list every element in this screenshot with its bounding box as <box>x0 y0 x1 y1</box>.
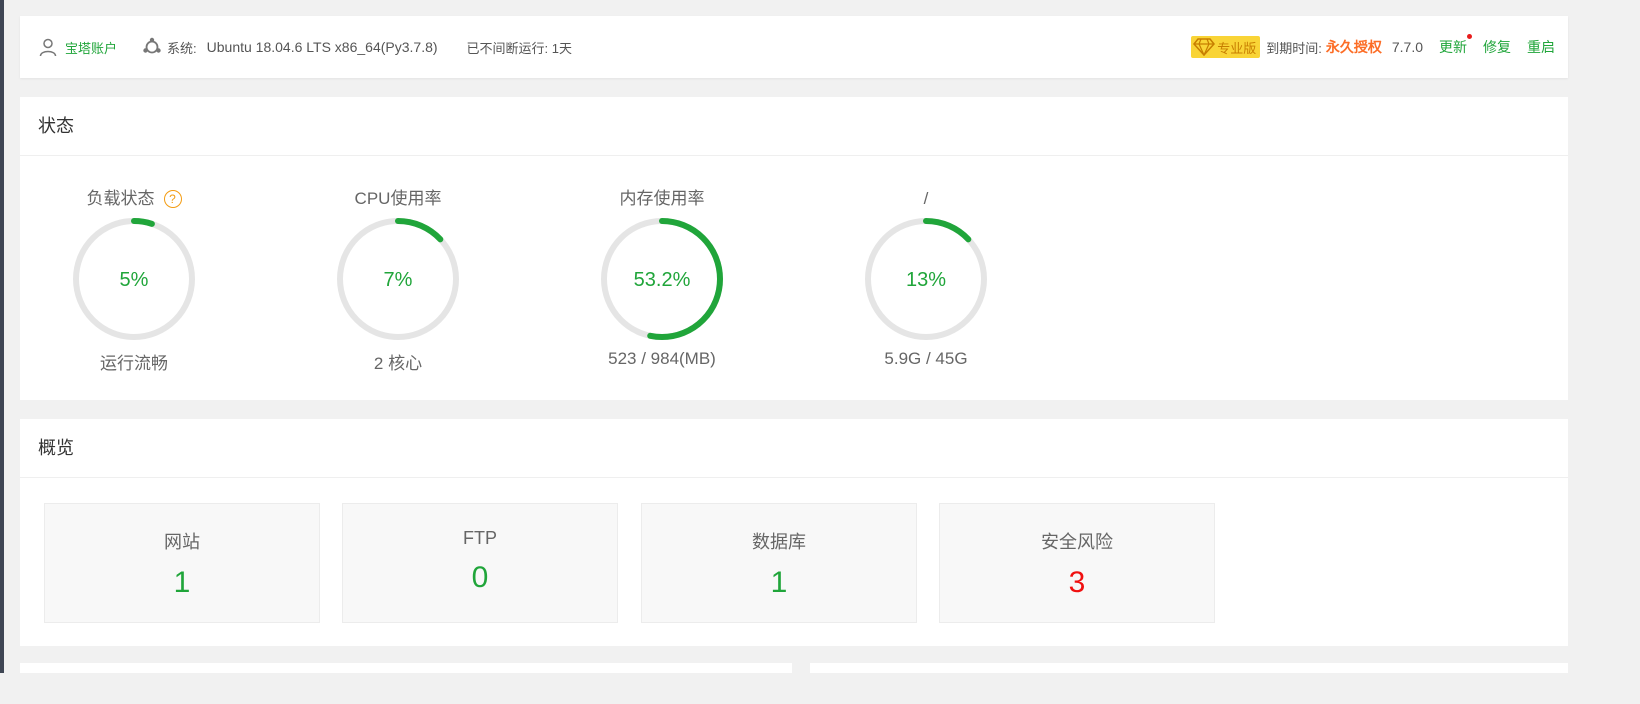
overview-title: 概览 <box>20 419 1568 478</box>
version-number: 7.7.0 <box>1391 39 1423 55</box>
card-label: FTP <box>463 528 497 548</box>
gauge-sub: 5.9G / 45G <box>884 349 968 368</box>
gauge-value: 5% <box>120 269 149 291</box>
bottom-panel-left <box>20 663 792 673</box>
gauge-sub: 2 核心 <box>373 354 423 373</box>
left-edge-bar <box>0 0 4 673</box>
overview-card-databases[interactable]: 数据库 1 <box>641 503 917 623</box>
expire-value: 永久授权 <box>1325 39 1382 55</box>
overview-card-ftp[interactable]: FTP 0 <box>342 503 618 623</box>
system-value: Ubuntu 18.04.6 LTS x86_64(Py3.7.8) <box>206 39 438 55</box>
gauge-arc <box>337 218 459 340</box>
gauge-sub: 运行流畅 <box>100 354 168 373</box>
account-link[interactable]: 宝塔账户 <box>65 40 118 56</box>
gauge-value: 53.2% <box>634 269 691 291</box>
gauge-arc <box>865 218 987 340</box>
gauge-value: 13% <box>906 269 946 291</box>
gauge-ring: 5% <box>73 218 195 340</box>
pro-badge-label: 专业版 <box>1217 40 1257 56</box>
card-value[interactable]: 0 <box>471 561 489 594</box>
bottom-panel-right <box>810 663 1568 673</box>
uptime-text: 已不间断运行: 1天 <box>466 40 572 56</box>
gauge-value: 7% <box>384 269 413 291</box>
gauge-ring: 53.2% <box>601 218 723 340</box>
card-label: 网站 <box>164 532 200 552</box>
card-value[interactable]: 1 <box>770 566 788 599</box>
overview-card-security-risk[interactable]: 安全风险 3 <box>939 503 1215 623</box>
card-value[interactable]: 1 <box>173 566 191 599</box>
expire-label: 到期时间: <box>1266 40 1322 56</box>
diamond-icon <box>1193 38 1216 56</box>
repair-link[interactable]: 修复 <box>1483 39 1511 55</box>
system-label: 系统: <box>167 40 197 56</box>
gauge-title: 负载状态 <box>86 189 155 208</box>
top-info-bar: 宝塔账户 系统: Ubuntu 18.04.6 LTS x86_64(Py3.7… <box>20 16 1568 78</box>
card-value[interactable]: 3 <box>1068 566 1086 599</box>
gauge-disk[interactable]: / 13% 5.9G / 45G <box>836 187 1016 369</box>
gauge-title: / <box>923 189 929 208</box>
overview-card-websites[interactable]: 网站 1 <box>44 503 320 623</box>
gauge-arc <box>601 218 723 340</box>
ubuntu-icon <box>141 36 163 58</box>
gauge-arc <box>73 218 195 340</box>
card-label: 数据库 <box>752 532 806 552</box>
gauge-load[interactable]: 负载状态? 5% 运行流畅 <box>44 187 224 374</box>
restart-link[interactable]: 重启 <box>1527 39 1555 55</box>
user-icon <box>37 36 59 58</box>
status-panel: 状态 <box>20 97 1568 400</box>
gauge-memory[interactable]: 内存使用率 53.2% 523 / 984(MB) <box>572 187 752 369</box>
gauge-title: CPU使用率 <box>354 189 442 208</box>
gauge-ring: 7% <box>337 218 459 340</box>
gauge-sub: 523 / 984(MB) <box>608 349 716 368</box>
gauge-cpu[interactable]: CPU使用率 7% 2 核心 <box>308 187 488 374</box>
update-link[interactable]: 更新 <box>1439 34 1472 55</box>
status-title: 状态 <box>20 97 1568 156</box>
card-label: 安全风险 <box>1041 532 1113 552</box>
gauge-title: 内存使用率 <box>619 189 705 208</box>
gauge-ring: 13% <box>865 218 987 340</box>
help-icon[interactable]: ? <box>163 190 182 208</box>
pro-badge[interactable]: 专业版 <box>1191 36 1261 58</box>
